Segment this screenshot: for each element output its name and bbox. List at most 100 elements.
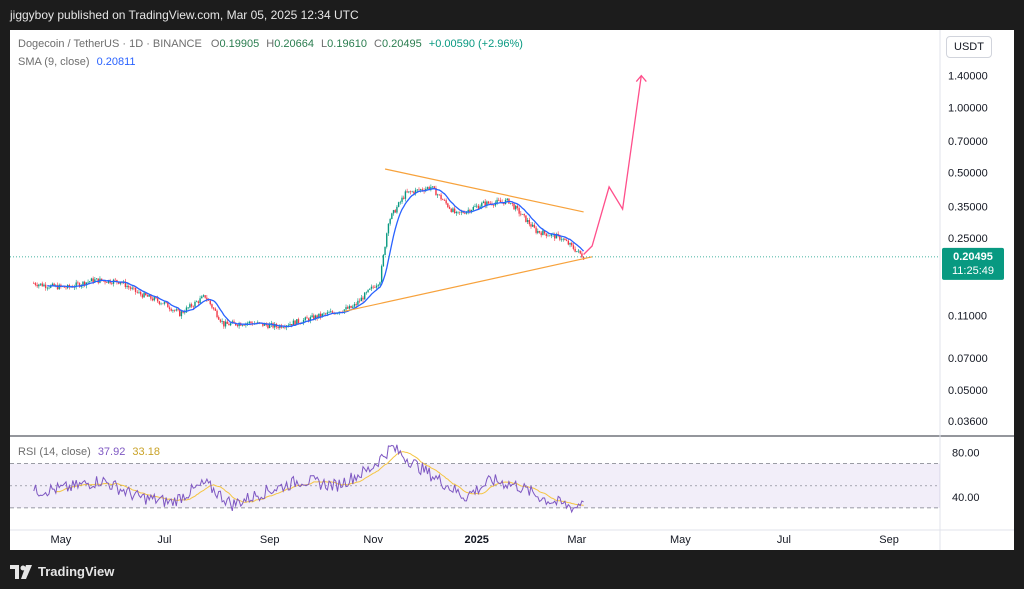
candle-body: [486, 201, 488, 206]
candle-body: [447, 203, 449, 208]
candle-body: [53, 283, 55, 287]
candle-body: [416, 189, 418, 191]
candle-body: [321, 313, 323, 317]
candle-body: [218, 317, 220, 320]
price-tick-label: 0.25000: [948, 233, 988, 245]
change-value: +0.00590 (+2.96%): [428, 38, 523, 50]
candle-body: [455, 212, 458, 214]
candle-body: [179, 310, 181, 317]
candle-body: [150, 294, 152, 299]
candle-body: [309, 317, 312, 322]
candle-body: [41, 283, 43, 287]
candle-body: [97, 278, 99, 283]
candle-body: [389, 219, 391, 224]
candle-body: [243, 325, 245, 326]
candle-body: [134, 287, 137, 292]
candle-body: [187, 307, 189, 309]
close-value: 0.20495: [381, 38, 422, 50]
candle-body: [294, 320, 296, 326]
candle-body: [533, 224, 536, 228]
candle-body: [411, 191, 413, 193]
price-tick-label: 1.00000: [948, 102, 988, 114]
candle-body: [443, 200, 446, 201]
candle-body: [554, 233, 556, 239]
candle-body: [44, 284, 47, 288]
candle-body: [523, 214, 525, 216]
candle-body: [34, 283, 37, 285]
candle-body: [139, 292, 142, 295]
price-tag-countdown: 11:25:49: [952, 265, 994, 277]
candle-body: [39, 283, 42, 285]
candle-body: [46, 287, 49, 289]
candle-body: [173, 310, 176, 311]
candle-body: [38, 284, 40, 287]
candle-body: [56, 285, 59, 290]
candle-body: [513, 203, 515, 210]
candle-body: [291, 324, 293, 326]
candle-body: [185, 307, 188, 313]
time-tick-label: Jul: [777, 534, 791, 546]
candle-body: [78, 283, 81, 287]
candle-body: [33, 283, 35, 284]
candle-body: [228, 323, 230, 326]
candle-body: [567, 240, 570, 245]
tradingview-logo[interactable]: TradingView: [10, 564, 114, 579]
candle-body: [550, 234, 553, 236]
candle-body: [435, 188, 437, 196]
candle-body: [168, 307, 171, 310]
time-tick-label: Mar: [567, 534, 586, 546]
candle-body: [537, 231, 539, 233]
sma-line: [47, 187, 585, 328]
candle-body: [482, 201, 485, 204]
candle-body: [319, 313, 322, 317]
candle-body: [487, 201, 490, 204]
candle-body: [492, 204, 495, 206]
candle-body: [263, 323, 266, 326]
rsi-tick-label: 80.00: [952, 448, 980, 460]
candle-body: [326, 312, 329, 314]
candle-body: [277, 326, 279, 328]
symbol-title: Dogecoin / TetherUS · 1D · BINANCE: [18, 38, 202, 50]
candle-body: [532, 224, 534, 227]
candle-body: [92, 278, 94, 283]
candle-body: [469, 209, 471, 213]
price-tick-label: 0.50000: [948, 168, 988, 180]
candle-body: [192, 306, 194, 308]
candle-body: [450, 208, 452, 212]
candle-body: [477, 205, 480, 209]
candle-body: [177, 309, 179, 311]
price-tag-box: [942, 247, 1004, 280]
chart-area[interactable]: 1.40000 1.00000 0.70000 0.50000 0.35000 0.250…: [10, 30, 1014, 550]
candle-body: [75, 282, 77, 287]
candle-body: [194, 301, 196, 307]
candle-body: [224, 321, 227, 327]
candle-body: [324, 313, 327, 315]
candle-body: [262, 322, 264, 326]
candle-body: [63, 286, 66, 288]
candle-body: [311, 315, 313, 318]
currency-button[interactable]: USDT: [946, 36, 992, 58]
candle-body: [274, 323, 276, 328]
candle-body: [206, 297, 208, 300]
candle-body: [392, 210, 395, 214]
candle-body: [472, 206, 475, 210]
price-tag-value: 0.20495: [953, 251, 993, 263]
candle-body: [509, 202, 512, 204]
candle-body: [571, 243, 573, 246]
candle-body: [438, 194, 441, 196]
candle-body: [581, 253, 583, 258]
candle-body: [106, 282, 108, 283]
candle-body: [419, 189, 422, 191]
candle-body: [214, 308, 217, 311]
candle-body: [436, 194, 439, 196]
candle-body: [470, 209, 473, 213]
candle-body: [82, 281, 84, 286]
candle-body: [241, 325, 244, 326]
candle-body: [170, 309, 172, 311]
time-tick-label: May: [51, 534, 72, 546]
candle-body: [365, 292, 368, 293]
candle-body: [182, 311, 184, 313]
candle-body: [172, 310, 174, 311]
rsi-ma-line: [55, 451, 584, 506]
candle-body: [302, 320, 305, 324]
